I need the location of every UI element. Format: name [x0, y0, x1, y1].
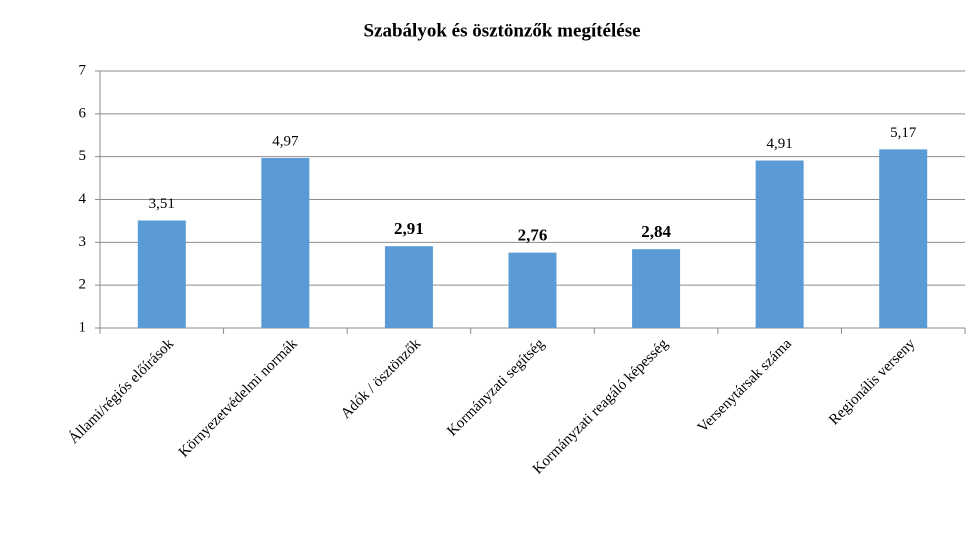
- bar: [261, 157, 310, 328]
- x-tick-label: Adók / ösztönzők: [338, 336, 424, 422]
- bar: [137, 220, 186, 328]
- x-tick-label: Regionális verseny: [826, 336, 919, 429]
- bar: [508, 252, 557, 328]
- y-tick-label: 1: [79, 319, 87, 335]
- bar: [632, 249, 681, 328]
- x-tick-label: Versenytársak száma: [695, 336, 795, 436]
- y-tick-label: 2: [79, 277, 87, 293]
- x-tick-label: Kormányzati segítség: [444, 336, 548, 440]
- value-label: 5,17: [890, 125, 917, 141]
- y-tick-label: 7: [79, 62, 87, 78]
- value-label: 4,91: [767, 136, 793, 152]
- bar: [879, 149, 928, 328]
- y-tick-label: 4: [79, 191, 87, 207]
- y-tick-label: 6: [79, 105, 87, 121]
- x-tick-label: Állami/régiós előírások: [65, 335, 177, 447]
- value-label: 4,97: [272, 133, 299, 149]
- value-label: 2,84: [641, 222, 671, 241]
- bar: [384, 246, 433, 328]
- value-label: 2,76: [518, 226, 548, 245]
- chart-title: Szabályok és ösztönzők megítélése: [363, 20, 640, 41]
- value-label: 2,91: [394, 219, 424, 238]
- y-tick-label: 3: [79, 234, 87, 250]
- x-tick-label: Környezetvédelmi normák: [176, 336, 301, 461]
- value-label: 3,51: [149, 196, 175, 212]
- x-tick-label: Kormányzati reagáló képesség: [530, 336, 672, 478]
- bar: [755, 160, 804, 328]
- y-tick-label: 5: [79, 148, 87, 164]
